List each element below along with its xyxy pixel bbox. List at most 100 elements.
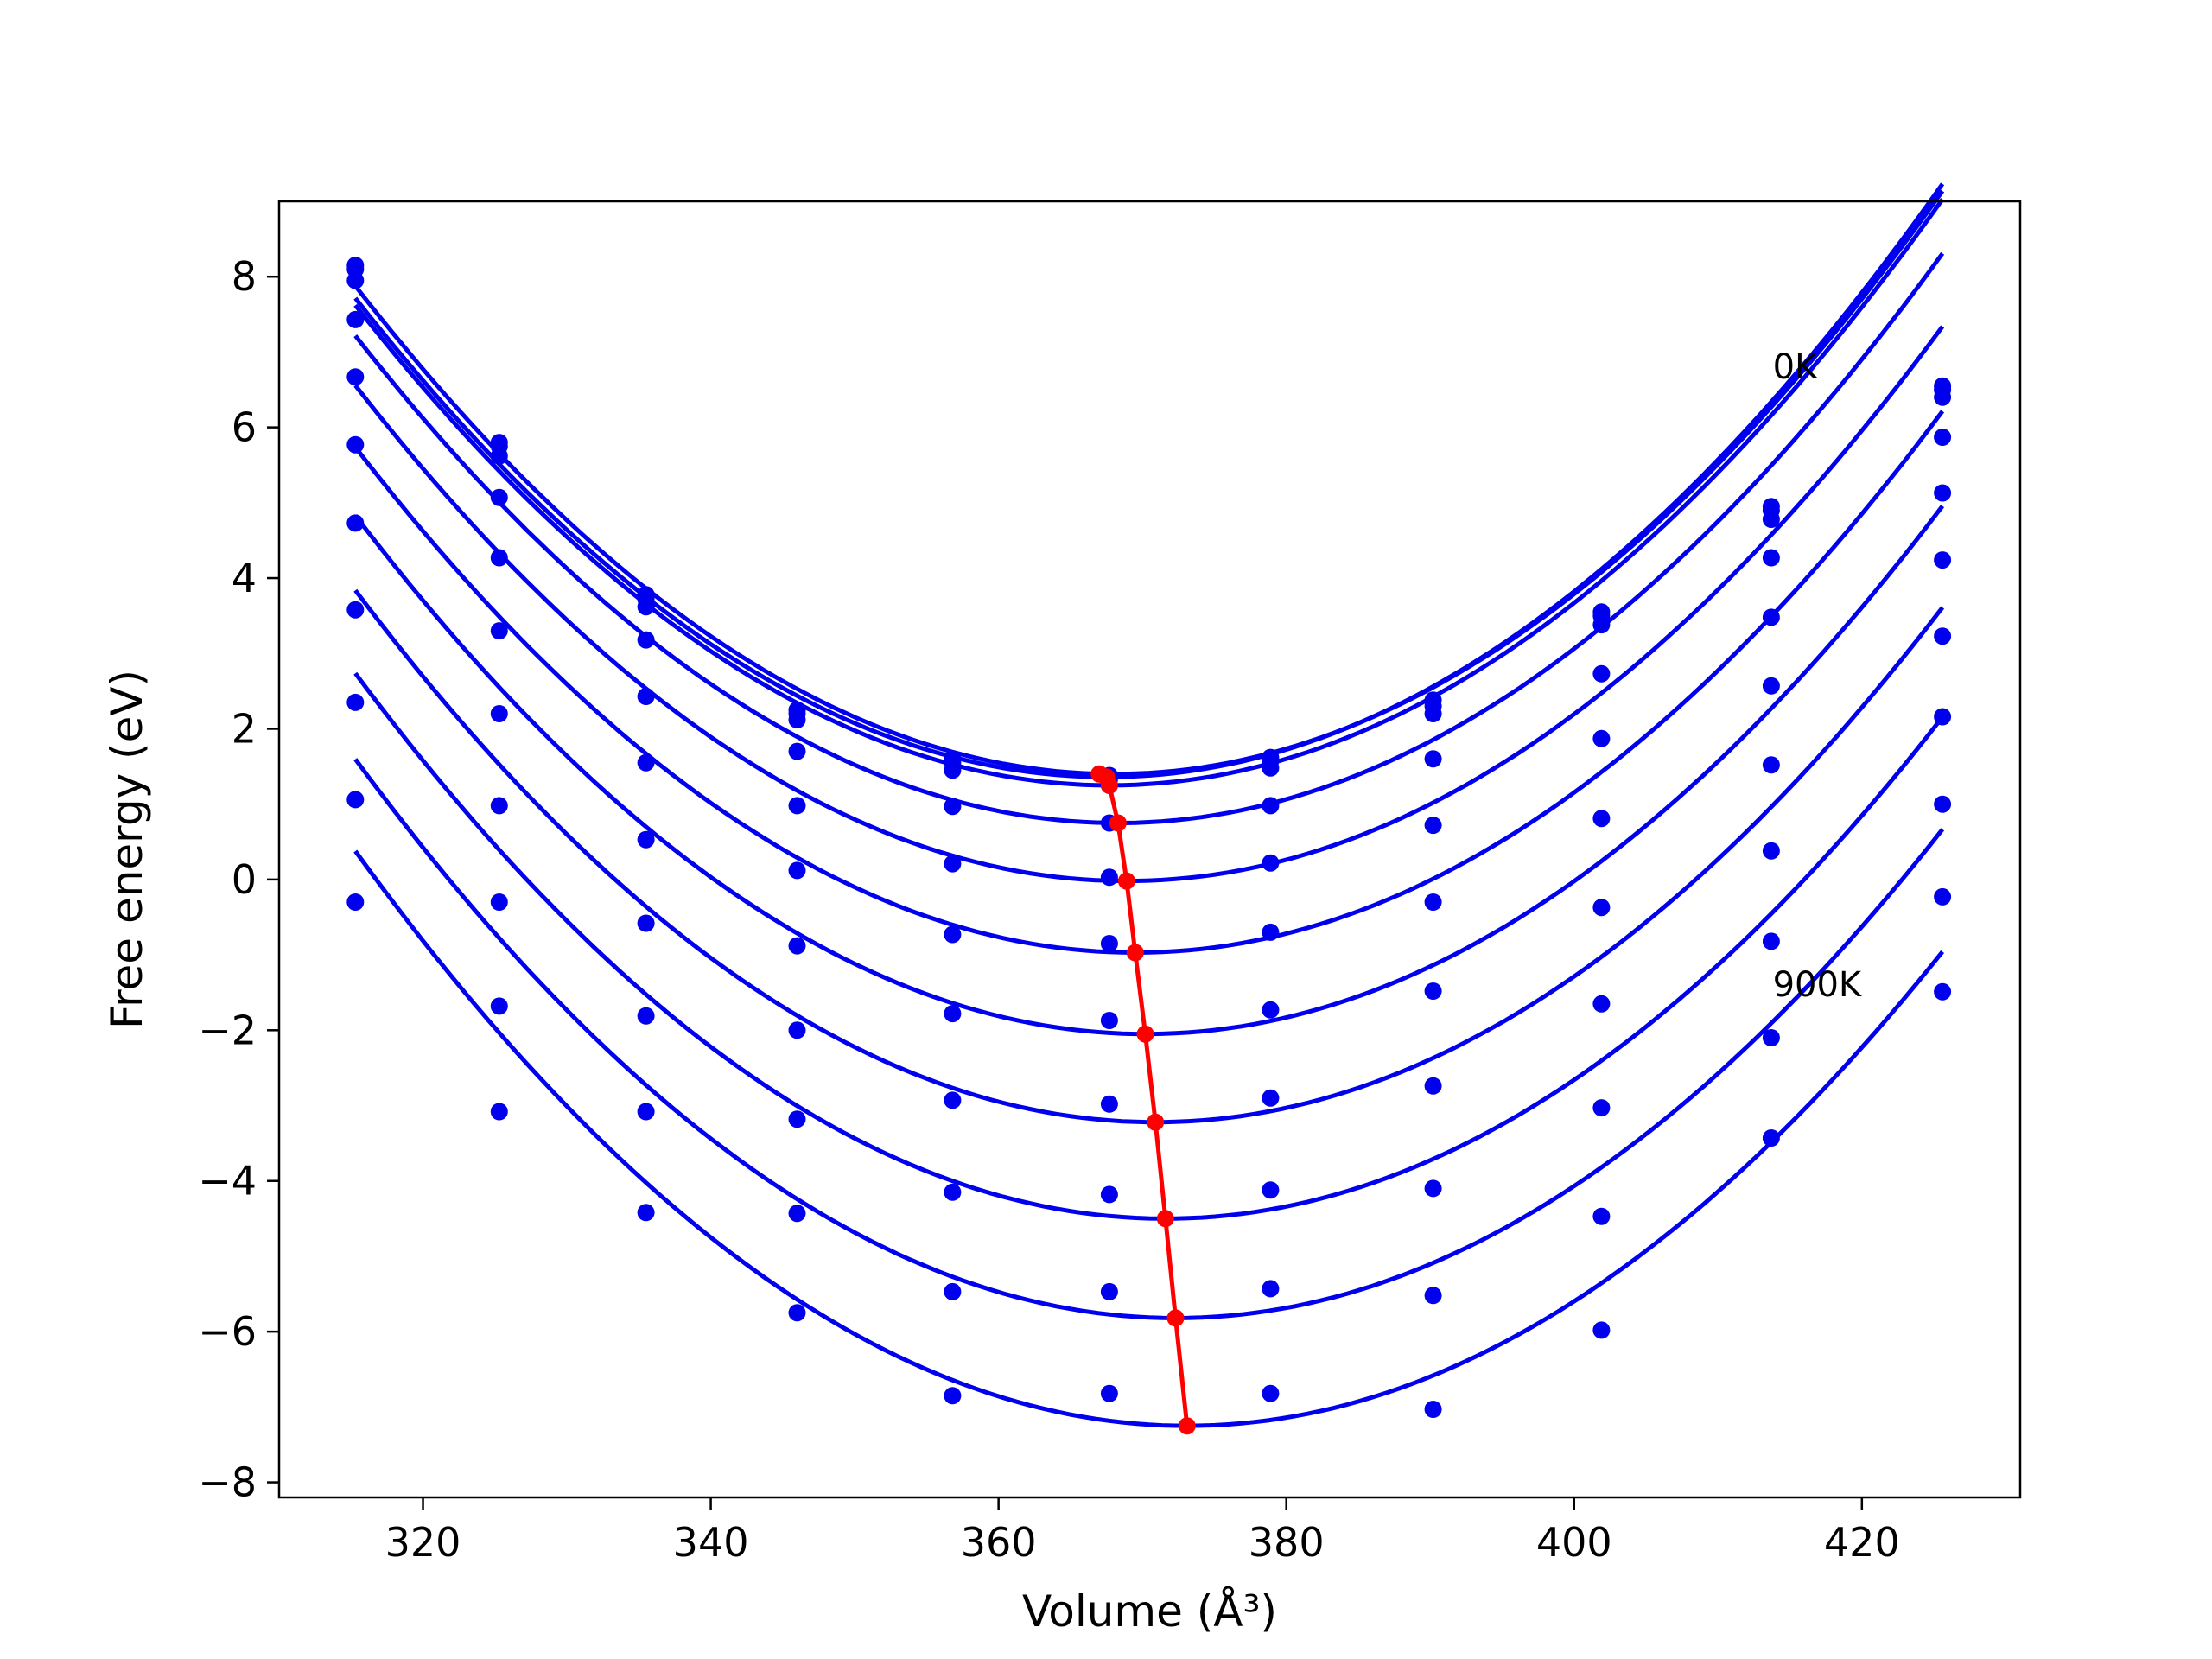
data-point (1262, 1384, 1280, 1402)
data-point (346, 791, 365, 809)
y-tick-label: −6 (198, 1308, 257, 1355)
y-tick-label: 0 (232, 856, 257, 903)
data-point (1100, 1095, 1118, 1113)
data-point (1262, 1001, 1280, 1019)
data-point (1592, 1099, 1611, 1117)
data-point (1934, 551, 1952, 569)
plot-frame (277, 200, 2022, 1499)
minimum-path (1090, 765, 1196, 1435)
data-point (490, 622, 508, 640)
data-point (1762, 608, 1780, 626)
x-tick-label: 340 (673, 1519, 749, 1566)
data-point (490, 997, 508, 1015)
data-point (788, 1110, 806, 1128)
data-point (490, 1103, 508, 1121)
data-point (944, 798, 962, 816)
minimum-point (1100, 776, 1118, 794)
data-point (1934, 429, 1952, 446)
data-point (1934, 627, 1952, 645)
data-point (944, 1282, 962, 1300)
data-point (1100, 1185, 1118, 1204)
fit-curve-0 (353, 189, 1945, 777)
data-point (637, 830, 655, 849)
data-point (788, 1304, 806, 1322)
data-point (1424, 1179, 1442, 1198)
minimum-point (1147, 1113, 1165, 1131)
fit-curve-4 (353, 325, 1945, 884)
x-tick-label: 380 (1249, 1519, 1325, 1566)
data-point (346, 514, 365, 532)
data-point (637, 631, 655, 649)
data-point (490, 488, 508, 506)
data-point (788, 1021, 806, 1039)
data-point (1592, 899, 1611, 917)
minimum-point (1109, 814, 1127, 832)
data-point (1424, 1077, 1442, 1095)
fit-curve-5 (353, 410, 1945, 956)
data-point (1762, 677, 1780, 695)
x-axis-label: Volume (Å³) (1022, 1586, 1277, 1637)
minimum-point (1156, 1210, 1174, 1228)
data-point (1762, 756, 1780, 774)
minimum-point (1117, 872, 1135, 890)
data-point (637, 914, 655, 932)
data-point (1262, 1280, 1280, 1298)
data-point (1762, 549, 1780, 567)
data-point (1592, 729, 1611, 747)
data-point (1262, 1181, 1280, 1199)
data-point (1424, 705, 1442, 722)
minimum-point (1126, 944, 1144, 962)
data-point (788, 937, 806, 955)
data-point (1262, 759, 1280, 777)
data-point (1592, 995, 1611, 1013)
data-point (637, 1204, 655, 1222)
data-point (490, 797, 508, 815)
data-point (346, 601, 365, 619)
minimum-point (1166, 1309, 1185, 1327)
x-tick-label: 320 (385, 1519, 461, 1566)
data-point (490, 549, 508, 567)
data-point (1424, 817, 1442, 835)
data-point (1424, 893, 1442, 911)
data-point (490, 705, 508, 722)
x-tick-label: 400 (1536, 1519, 1612, 1566)
data-point (1100, 935, 1118, 952)
data-point (346, 271, 365, 289)
data-point (788, 1205, 806, 1223)
data-point (1424, 982, 1442, 1000)
data-point (637, 1103, 655, 1121)
fit-curve-8 (353, 671, 1945, 1221)
data-point (788, 861, 806, 880)
data-point (1592, 1207, 1611, 1225)
data-point (1934, 388, 1952, 406)
y-tick-label: 6 (232, 404, 257, 451)
curve-annotation: 0K (1773, 347, 1819, 387)
fit-curve-6 (353, 505, 1945, 1037)
y-tick-label: 8 (232, 253, 257, 300)
data-point (944, 1005, 962, 1023)
data-point (1762, 1129, 1780, 1147)
data-point (944, 1091, 962, 1109)
annotations: 0K 900K (1773, 347, 1863, 1005)
data-point (788, 711, 806, 728)
data-point (1934, 887, 1952, 906)
data-point (637, 688, 655, 705)
data-point (788, 797, 806, 815)
x-tick-label: 420 (1824, 1519, 1900, 1566)
data-point (637, 753, 655, 772)
data-point (1934, 708, 1952, 726)
data-point (490, 893, 508, 911)
data-point (1100, 1012, 1118, 1029)
data-point (346, 893, 365, 911)
data-point (944, 1387, 962, 1405)
minimum-point (1136, 1025, 1154, 1043)
fit-curves (353, 182, 1945, 1428)
data-point (637, 1007, 655, 1025)
fit-curve-7 (353, 588, 1945, 1125)
y-tick-label: 4 (232, 555, 257, 601)
data-point (346, 693, 365, 711)
data-point (346, 310, 365, 328)
data-point (1934, 795, 1952, 813)
y-tick-label: −2 (198, 1007, 257, 1053)
